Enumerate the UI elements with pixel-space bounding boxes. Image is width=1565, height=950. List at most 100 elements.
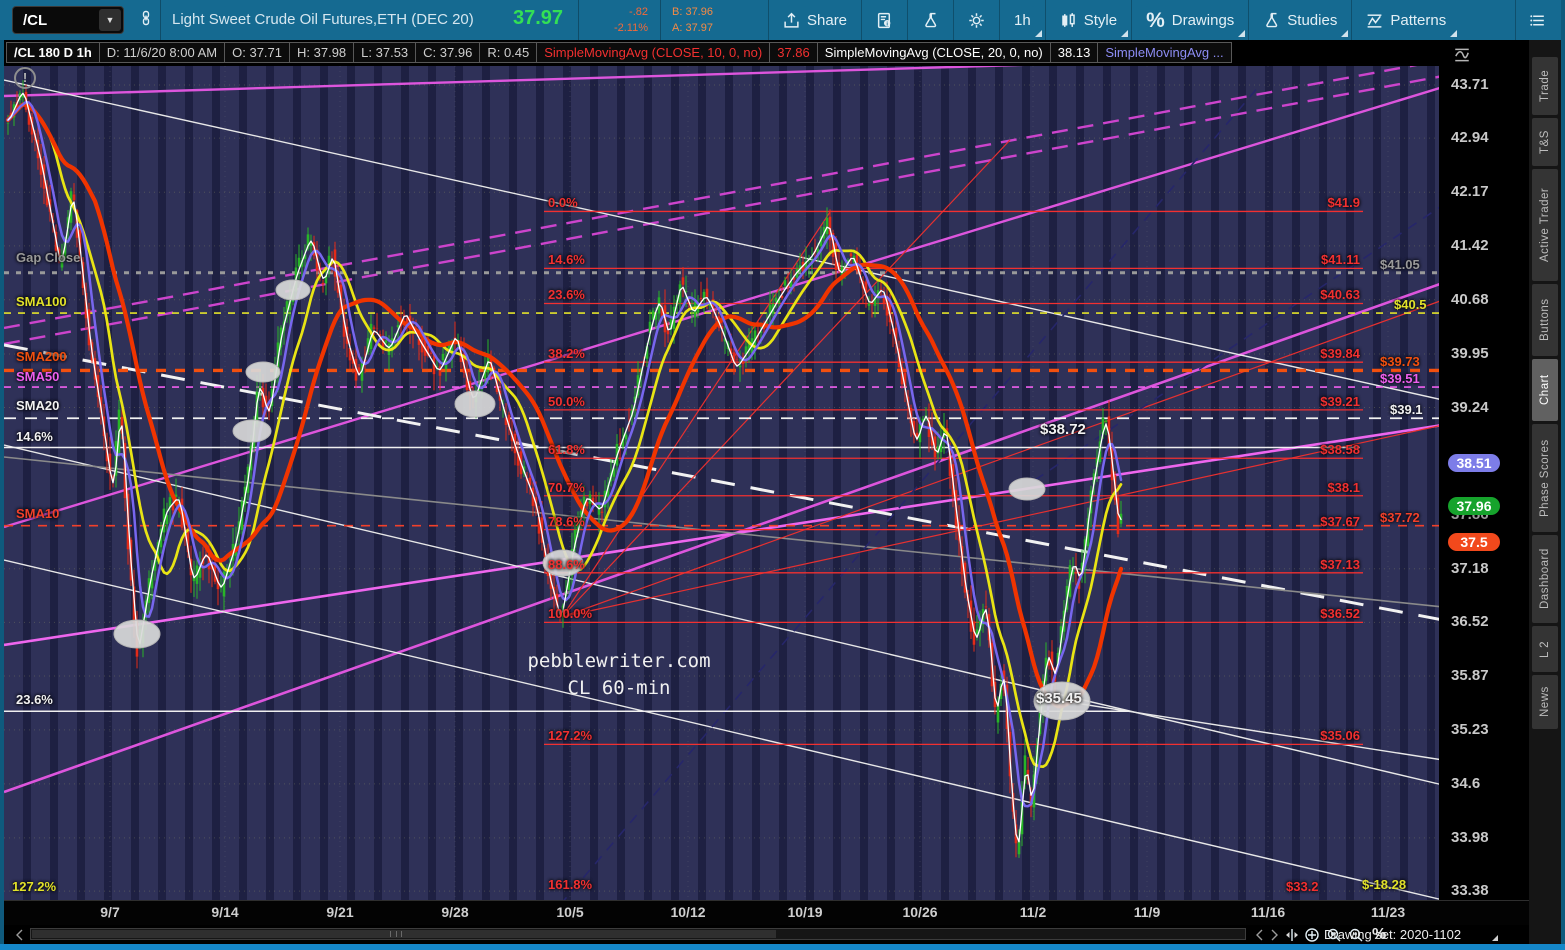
zoom-out-icon[interactable] <box>1348 925 1364 944</box>
toolbar-button-label: Style <box>1083 11 1118 29</box>
move-icon[interactable] <box>1304 925 1320 944</box>
expand-icon[interactable] <box>1284 925 1300 944</box>
dropdown-corner <box>1341 30 1349 37</box>
link-icon[interactable] <box>138 10 154 31</box>
sma100-label: SMA100 <box>16 294 67 309</box>
scrollbar-grip[interactable] <box>390 931 402 937</box>
dropdown-corner <box>1034 30 1042 37</box>
watermark-line1: pebblewriter.com <box>527 650 711 672</box>
price-axis-tick: 42.17 <box>1451 183 1489 201</box>
sidebar-tab-news[interactable]: News <box>1532 675 1558 729</box>
dropdown-corner <box>1238 30 1246 37</box>
zoom-in-icon[interactable] <box>1326 925 1342 944</box>
1h-button[interactable]: 1h <box>999 0 1045 40</box>
sidebar-tab-buttons[interactable]: Buttons <box>1532 284 1558 356</box>
share-button[interactable]: Share <box>768 0 861 40</box>
chart-canvas[interactable] <box>4 40 1443 900</box>
fib-price-label: $37.13 <box>1320 556 1360 572</box>
time-scrollbar[interactable] <box>30 928 1246 940</box>
time-scrollbar-thumb[interactable] <box>32 930 776 938</box>
percent-icon: % <box>1146 8 1165 32</box>
toolbar-button-label: Drawings <box>1171 11 1235 29</box>
price-bubble: 38.51 <box>1448 453 1500 472</box>
price-axis-tick: 39.95 <box>1451 344 1489 362</box>
share-icon <box>783 12 800 29</box>
watermark-line2: CL 60-min <box>567 677 671 699</box>
drawing-set-label[interactable]: Drawing set: 2020-1102 <box>1324 927 1462 942</box>
price-axis-tick: 33.98 <box>1451 828 1489 846</box>
date-axis-tick: 9/14 <box>211 904 239 920</box>
percent-tool-icon[interactable]: % <box>1372 925 1387 943</box>
chart-panel: /CL 180 D 1h D: 11/6/20 8:00 AM O: 37.71 H:… <box>4 40 1529 944</box>
sidebar-tab-t-s[interactable]: T&S <box>1532 118 1558 166</box>
note-button[interactable]: i <box>861 0 907 40</box>
fib-percent-label: 127.2% <box>548 728 593 744</box>
sma200-label: SMA200 <box>16 349 67 364</box>
price-axis-tick: 40.68 <box>1451 290 1489 308</box>
alert-icon[interactable]: ! <box>14 67 36 89</box>
chart-header-cell: O: 37.71 <box>225 42 291 63</box>
bid-value: B: 37.96 <box>672 6 713 18</box>
toolbar-divider <box>660 0 661 40</box>
symbol-text: /CL <box>23 11 48 29</box>
last-price: 37.97 <box>513 7 564 29</box>
style-button[interactable]: Style <box>1044 0 1131 40</box>
drawings-button[interactable]: % Drawings <box>1131 0 1248 40</box>
dropdown-corner <box>1450 30 1458 37</box>
patterns-button[interactable]: Patterns <box>1351 0 1460 40</box>
fib-price-label: $37.67 <box>1320 513 1360 529</box>
flask-button[interactable] <box>907 0 953 40</box>
price-axis-tick: 42.94 <box>1451 129 1489 147</box>
symbol-select[interactable]: /CL ▼ <box>12 6 124 34</box>
level-price-label: $41.05 <box>1380 256 1420 272</box>
sidebar-tab-chart[interactable]: Chart <box>1532 359 1558 421</box>
sidebar-tab-phase-scores[interactable]: Phase Scores <box>1532 424 1558 532</box>
chart-header-cell: SimpleMovingAvg (CLOSE, 10, 0, no) <box>537 42 771 63</box>
white-fib-percent-label: 14.6% <box>16 429 53 444</box>
fib-percent-label: 88.6% <box>548 556 585 572</box>
price-axis-tick: 37.18 <box>1451 559 1489 577</box>
date-axis-tick: 10/12 <box>670 904 706 920</box>
maximize-chart-icon[interactable] <box>1453 46 1471 69</box>
drawing-set-corner <box>1492 935 1498 941</box>
gear-button[interactable] <box>953 0 999 40</box>
level-price-label: $40.5 <box>1394 297 1427 313</box>
chart-bottom-label: 127.2% <box>12 879 57 894</box>
sidebar-tab-trade[interactable]: Trade <box>1532 57 1558 115</box>
sma10-label: SMA10 <box>16 506 60 521</box>
chart-header-cell: SimpleMovingAvg (CLOSE, 20, 0, no) <box>817 42 1051 63</box>
price-axis-tick: 35.87 <box>1451 667 1489 685</box>
menu-button[interactable] <box>1515 0 1561 40</box>
sidebar-tab-active-trader[interactable]: Active Trader <box>1532 169 1558 281</box>
price-axis[interactable]: 43.71 42.94 42.17 41.42 40.68 39.95 39.24 37.18… <box>1443 40 1529 900</box>
fib-price-label: $35.06 <box>1320 728 1360 744</box>
fib-percent-label: 0.0% <box>548 195 578 211</box>
price-bubble: 37.96 <box>1448 496 1500 515</box>
fib-price-label: $38.58 <box>1320 442 1360 458</box>
chart-header-cell: R: 0.45 <box>480 42 538 63</box>
flask-icon <box>922 12 939 29</box>
price-axis-tick: 33.38 <box>1451 882 1489 900</box>
arrow-right[interactable] <box>1266 925 1282 944</box>
level-price-label: $39.51 <box>1380 371 1420 387</box>
chart-header-cell: H: 37.98 <box>290 42 355 63</box>
level-price-label: $39.73 <box>1380 354 1420 370</box>
symbol-dropdown-arrow[interactable]: ▼ <box>99 9 121 31</box>
sidebar-tab-l-2[interactable]: L 2 <box>1532 626 1558 672</box>
studies-button[interactable]: Studies <box>1248 0 1351 40</box>
price-axis-tick: 41.42 <box>1451 236 1489 254</box>
date-axis-tick: 9/28 <box>441 904 469 920</box>
white-fib-percent-label: 23.6% <box>16 692 53 707</box>
sma50-label: SMA50 <box>16 369 60 384</box>
sidebar-tab-dashboard[interactable]: Dashboard <box>1532 535 1558 623</box>
toolbar-divider <box>578 0 579 40</box>
time-axis[interactable]: 9/7 9/14 9/21 9/28 10/5 10/12 10/19 10/26 11/2 11… <box>4 900 1529 925</box>
arrow-left[interactable] <box>1252 925 1268 944</box>
price-bubble: 37.5 <box>1448 533 1500 552</box>
right-gadget-sidebar: Trade T&S Active Trader Buttons Chart Phase S… <box>1529 40 1561 944</box>
arrow-left[interactable] <box>12 925 28 944</box>
gap-close-label: Gap Close <box>16 250 81 265</box>
dropdown-corner <box>1121 30 1129 37</box>
fib-percent-label: 100.0% <box>548 606 593 622</box>
